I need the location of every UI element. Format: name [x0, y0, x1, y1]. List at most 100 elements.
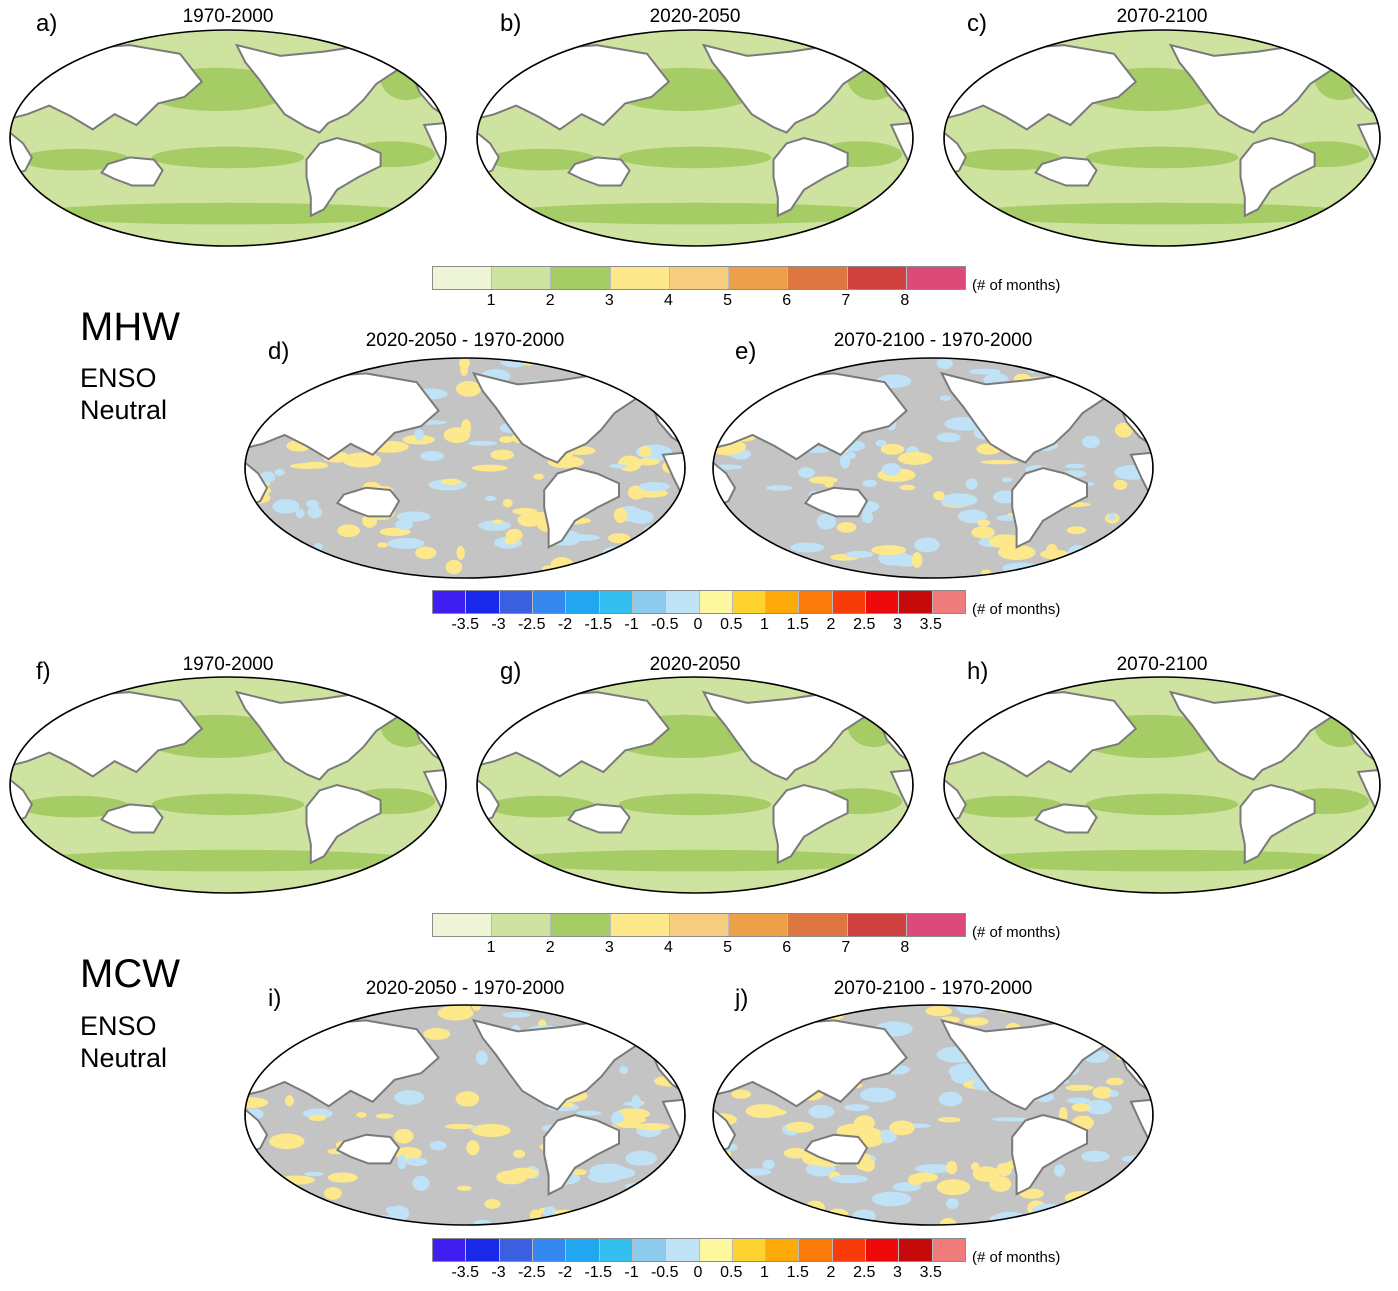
anomaly-patch — [314, 1017, 352, 1023]
anomaly-patch — [713, 523, 722, 538]
map-border — [244, 357, 686, 579]
anomaly-patch — [311, 439, 351, 449]
anomaly-patch — [635, 444, 672, 460]
colorbar-swatch — [532, 591, 567, 613]
high-value-region — [847, 704, 900, 748]
anomaly-patch — [625, 1183, 647, 1197]
anomaly-patch — [471, 464, 508, 472]
anomaly-patch — [856, 1159, 873, 1171]
anomaly-patch — [1127, 407, 1146, 418]
anomaly-patch — [1076, 562, 1096, 575]
anomaly-patch — [533, 1061, 569, 1076]
colorbar-abs-top — [432, 266, 966, 290]
landmass-eurasia — [944, 691, 1138, 778]
ocean-field — [713, 358, 1153, 578]
anomaly-patch — [408, 1037, 429, 1045]
anomaly-patch — [305, 1031, 341, 1045]
anomaly-patch — [936, 358, 953, 370]
anomaly-patch — [356, 1112, 367, 1118]
anomaly-patch — [379, 527, 411, 537]
high-value-region — [1074, 67, 1228, 111]
anomaly-patch — [414, 546, 437, 560]
anomaly-patch — [602, 546, 628, 558]
anomaly-patch — [529, 1209, 542, 1222]
landmass-greenland — [356, 680, 393, 700]
anomaly-patch — [713, 1080, 738, 1088]
anomaly-patch — [547, 1103, 579, 1112]
anomaly-patch — [803, 413, 840, 421]
anomaly-patch — [908, 457, 922, 464]
anomaly-patch — [1031, 1203, 1071, 1216]
colorbar-tick-label: 3.5 — [919, 1264, 942, 1281]
anomaly-patch — [470, 1124, 508, 1135]
anomaly-patch — [440, 478, 461, 485]
anomaly-patch — [833, 1030, 861, 1038]
colorbar-swatch — [766, 1239, 800, 1261]
anomaly-patch — [455, 1091, 480, 1107]
landmass-europe — [405, 708, 446, 766]
panel-letter-h: h) — [967, 658, 989, 685]
anomaly-patch — [836, 522, 857, 533]
landmass-namerica — [471, 371, 643, 464]
anomaly-patch — [777, 431, 811, 442]
anomaly-patch — [445, 559, 463, 575]
anomaly-patch — [633, 1100, 645, 1106]
anomaly-patch — [583, 1135, 597, 1143]
anomaly-patch — [880, 443, 905, 455]
anomaly-patch — [845, 500, 880, 514]
landmass-eurasia — [477, 691, 671, 778]
anomaly-patch — [616, 505, 643, 522]
anomaly-patch — [955, 1005, 987, 1015]
colorbar-swatch — [732, 1239, 767, 1261]
anomaly-patch — [595, 396, 626, 409]
anomaly-patch — [938, 1091, 963, 1107]
anomaly-patch — [614, 358, 636, 369]
anomaly-patch — [625, 1150, 658, 1166]
anomaly-patch — [597, 1164, 608, 1177]
colorbar-tick-label: 2 — [826, 1264, 836, 1281]
anomaly-patch — [876, 1129, 897, 1144]
anomaly-patch — [798, 1088, 824, 1101]
ocean-field — [713, 1005, 1153, 1225]
anomaly-patch — [735, 404, 752, 419]
colorbar-swatch — [799, 591, 833, 613]
anomaly-patch — [877, 468, 916, 482]
anomaly-patch — [1093, 546, 1116, 560]
anomaly-patch — [1047, 1132, 1070, 1142]
anomaly-patch — [866, 396, 890, 409]
anomaly-patch — [989, 1176, 1012, 1192]
anomaly-patch — [283, 421, 312, 429]
anomaly-patch — [751, 1199, 769, 1212]
anomaly-patch — [608, 464, 628, 469]
anomaly-patch — [1016, 390, 1050, 396]
anomaly-patch — [849, 1133, 883, 1148]
colorbar-tick-label: 2.5 — [853, 1264, 876, 1281]
anomaly-patch — [364, 1215, 398, 1221]
anomaly-patch — [396, 511, 431, 522]
high-value-region — [1085, 793, 1239, 816]
panel-letter-g: g) — [500, 658, 522, 685]
anomaly-patch — [550, 557, 574, 572]
panel-letter-j: j) — [735, 985, 749, 1012]
anomaly-patch — [369, 440, 409, 453]
high-value-region — [31, 202, 425, 225]
anomaly-patch — [295, 363, 313, 372]
anomaly-patch — [274, 568, 295, 578]
anomaly-patch — [839, 453, 851, 469]
anomaly-patch — [996, 1162, 1012, 1177]
anomaly-patch — [636, 1123, 662, 1138]
landmass-europe — [643, 389, 685, 448]
anomaly-patch — [291, 1005, 306, 1019]
anomaly-patch — [853, 1153, 872, 1162]
anomaly-patch — [402, 434, 435, 445]
landmass-australia — [1034, 803, 1098, 834]
map-border — [712, 357, 1154, 579]
anomaly-patch — [579, 1216, 608, 1225]
anomaly-patch — [738, 1212, 775, 1220]
landmass-europe — [1339, 61, 1380, 119]
anomaly-patch — [730, 443, 746, 448]
anomaly-patch — [414, 428, 424, 441]
anomaly-patch — [512, 507, 538, 515]
